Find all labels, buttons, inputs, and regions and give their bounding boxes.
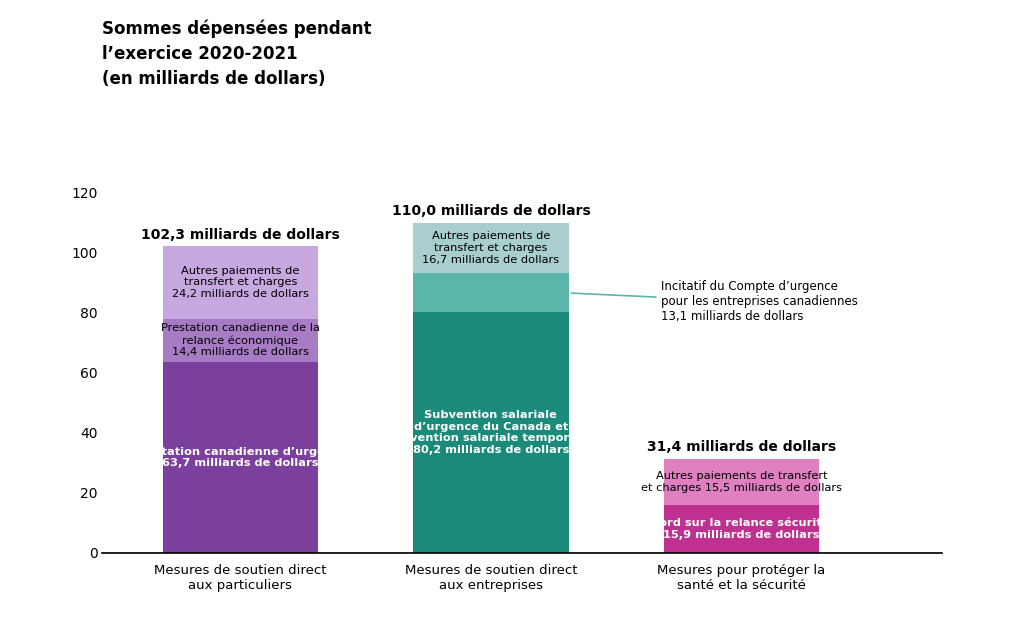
Text: 110,0 milliards de dollars: 110,0 milliards de dollars bbox=[391, 204, 590, 219]
Bar bbox=[163, 319, 318, 362]
Text: Subvention salariale
d’urgence du Canada et
subvention salariale temporaire
80,2: Subvention salariale d’urgence du Canada… bbox=[387, 410, 595, 455]
Text: 102,3 milliards de dollars: 102,3 milliards de dollars bbox=[141, 228, 340, 242]
Text: 31,4 milliards de dollars: 31,4 milliards de dollars bbox=[647, 440, 837, 454]
Bar bbox=[163, 362, 318, 553]
Bar bbox=[414, 273, 568, 312]
Bar bbox=[414, 223, 568, 273]
Text: Prestation canadienne d’urgence
63,7 milliards de dollars: Prestation canadienne d’urgence 63,7 mil… bbox=[133, 447, 347, 468]
Text: Accord sur la relance sécuritaire
15,9 milliards de dollars: Accord sur la relance sécuritaire 15,9 m… bbox=[637, 518, 847, 540]
Text: Autres paiements de transfert
et charges 15,5 milliards de dollars: Autres paiements de transfert et charges… bbox=[641, 471, 842, 493]
Text: Autres paiements de
transfert et charges
24,2 milliards de dollars: Autres paiements de transfert et charges… bbox=[172, 266, 308, 299]
Bar bbox=[414, 312, 568, 553]
Text: Sommes dépensées pendant
l’exercice 2020-2021
(en milliards de dollars): Sommes dépensées pendant l’exercice 2020… bbox=[102, 19, 372, 88]
Bar bbox=[163, 246, 318, 319]
Bar bbox=[664, 458, 819, 505]
Text: Prestation canadienne de la
relance économique
14,4 milliards de dollars: Prestation canadienne de la relance écon… bbox=[161, 323, 319, 357]
Bar bbox=[664, 505, 819, 553]
Text: Autres paiements de
transfert et charges
16,7 milliards de dollars: Autres paiements de transfert et charges… bbox=[422, 231, 559, 264]
Text: Incitatif du Compte d’urgence
pour les entreprises canadiennes
13,1 milliards de: Incitatif du Compte d’urgence pour les e… bbox=[571, 280, 858, 323]
